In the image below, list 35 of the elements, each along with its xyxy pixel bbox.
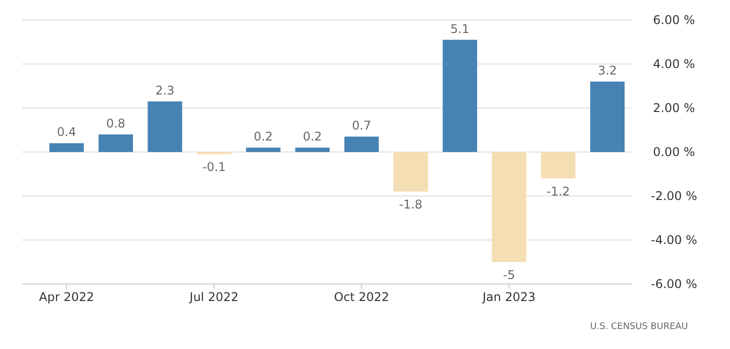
bar [98, 134, 133, 152]
y-tick-label: -6.00 % [650, 277, 698, 291]
y-tick-label: -2.00 % [650, 189, 698, 203]
bar [541, 152, 576, 178]
bar [246, 148, 280, 152]
data-label: 0.7 [352, 118, 372, 133]
bar [49, 143, 84, 152]
y-tick-label: 4.00 % [653, 57, 695, 71]
text: U.S. CENSUS BUREAU [590, 322, 688, 332]
data-label: -1.8 [399, 198, 422, 212]
bar [394, 152, 428, 192]
bar [344, 136, 379, 152]
data-label: 3.2 [598, 64, 617, 78]
y-tick-label: 0.00 % [653, 145, 695, 159]
bar [148, 101, 182, 152]
bar [295, 148, 330, 152]
x-tick-label: Oct 2022 [334, 290, 390, 304]
y-tick-label: -4.00 % [650, 233, 698, 247]
data-label: -0.1 [202, 160, 226, 174]
y-tick-label: 6.00 % [653, 13, 695, 27]
data-label: 0.2 [254, 130, 273, 144]
x-tick-label: Apr 2022 [39, 290, 94, 304]
data-label: 0.2 [302, 130, 322, 144]
data-label: 5.1 [450, 22, 470, 36]
bar [590, 82, 625, 152]
x-tick-label: Jan 2023 [482, 290, 536, 304]
data-label: 0.4 [57, 125, 76, 140]
y-tick-label: 2.00 % [653, 101, 695, 115]
x-tick-label: Jul 2022 [188, 290, 239, 304]
bar [492, 152, 526, 262]
data-label: 2.3 [155, 83, 174, 98]
bar [442, 40, 478, 152]
data-label: -1.2 [546, 184, 570, 198]
data-label: -5 [503, 268, 516, 282]
data-label: 0.8 [106, 116, 126, 130]
